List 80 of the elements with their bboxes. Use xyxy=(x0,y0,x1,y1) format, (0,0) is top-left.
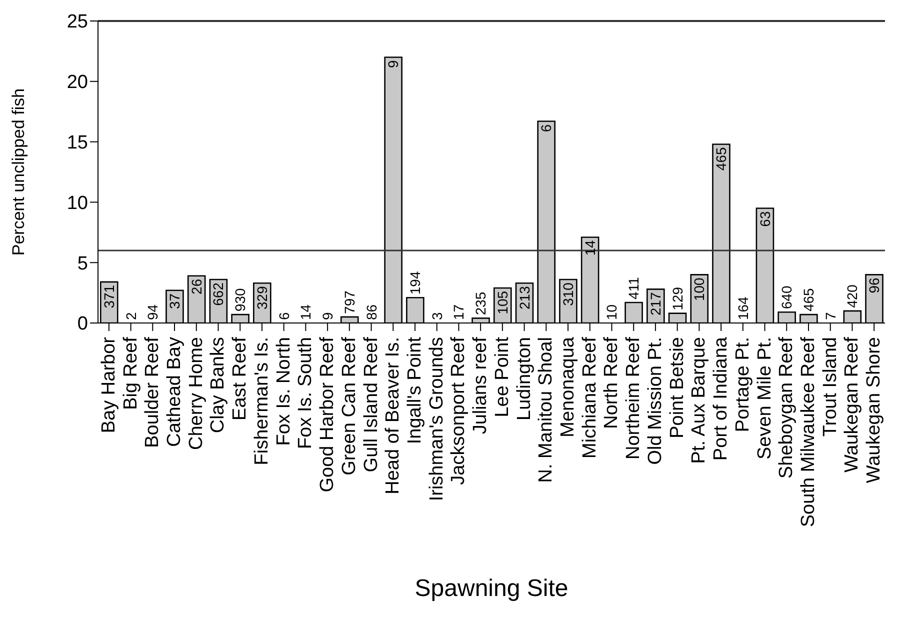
annotation: 100 xyxy=(691,277,708,302)
x-tick-label: Irishman's Grounds xyxy=(426,337,448,502)
annotation: 164 xyxy=(734,296,751,320)
annotation: 9 xyxy=(320,312,336,320)
annotation: 26 xyxy=(188,278,204,294)
annotation: 14 xyxy=(298,304,314,320)
annotation: 465 xyxy=(713,147,730,171)
annotation: 94 xyxy=(144,304,161,320)
annotation: 640 xyxy=(778,286,795,310)
annotation: 797 xyxy=(341,290,358,314)
x-tick-label: North Reef xyxy=(601,336,622,429)
x-tick-label: Point Betsie xyxy=(666,337,688,438)
y-axis-title: Percent unclipped fish xyxy=(9,88,28,256)
annotation: 6 xyxy=(538,124,554,132)
x-tick-label: Big Reef xyxy=(120,336,142,410)
annotation: 217 xyxy=(647,292,664,316)
x-tick-label: Fox Is. South xyxy=(295,337,316,449)
x-tick-label: Waukegan Shore xyxy=(864,337,885,484)
x-tick-label: Fox Is. North xyxy=(273,337,294,446)
x-tick-label: Northeim Reef xyxy=(623,336,644,460)
annotation: 63 xyxy=(756,211,773,227)
annotation: 96 xyxy=(866,277,882,294)
annotation: 662 xyxy=(210,282,226,306)
annotation: 213 xyxy=(516,286,532,310)
x-tick-label: Seven Mile Pt. xyxy=(754,337,776,460)
annotation: 329 xyxy=(254,286,270,310)
y-tick-label: 5 xyxy=(77,253,88,274)
annotation: 6 xyxy=(276,312,292,320)
annotation: 420 xyxy=(844,284,860,308)
x-tick-label: Bay Harbor xyxy=(98,336,120,434)
x-tick-label: Ingall's Point xyxy=(404,336,426,444)
x-axis-title: Spawning Site xyxy=(414,575,568,602)
x-tick-label: South Milwaukee Reef xyxy=(798,336,819,528)
y-tick-label: 10 xyxy=(66,192,88,214)
x-tick-label: Fisherman's Is. xyxy=(251,337,272,466)
x-tick-label: Cherry Home xyxy=(186,337,207,450)
annotation: 7 xyxy=(822,312,838,320)
x-tick-label: Gull Island Reef xyxy=(360,336,382,472)
annotation: 17 xyxy=(450,304,467,320)
y-tick-label: 20 xyxy=(66,72,88,94)
x-tick-label: Waukegan Reef xyxy=(842,336,863,473)
y-tick-label: 25 xyxy=(66,12,88,33)
annotation: 310 xyxy=(560,282,576,306)
x-tick-label: Lee Point xyxy=(492,336,513,418)
annotation: 194 xyxy=(406,271,423,295)
x-tick-label: Sheboygan Reef xyxy=(776,336,798,479)
x-tick-label: Ludington xyxy=(514,337,535,420)
x-tick-label: Trout Island xyxy=(820,337,841,437)
annotation: 371 xyxy=(100,284,117,308)
annotation: 10 xyxy=(604,304,620,320)
x-tick-label: Menonaqua xyxy=(558,336,579,438)
annotation: 9 xyxy=(385,60,402,68)
x-tick-label: Old Mission Pt. xyxy=(644,337,666,465)
x-tick-label: Clay Banks xyxy=(208,337,229,434)
x-tick-label: Portage Pt. xyxy=(732,337,754,432)
annotation: 930 xyxy=(232,288,248,312)
x-tick-label: Port of Indiana xyxy=(710,336,732,461)
annotation: 3 xyxy=(428,312,445,320)
annotation: 129 xyxy=(669,286,686,310)
x-tick-label: Green Can Reef xyxy=(338,336,360,476)
x-tick-label: N. Manitou Shoal xyxy=(536,337,557,483)
x-tick-label: Boulder Reef xyxy=(142,336,164,448)
annotation: 86 xyxy=(363,304,380,320)
annotation: 411 xyxy=(626,276,642,300)
y-tick-label: 15 xyxy=(66,132,88,154)
x-tick-label: Pt. Aux Barque xyxy=(688,337,710,464)
x-tick-label: Michiana Reef xyxy=(579,336,600,458)
x-tick-label: Cathead Bay xyxy=(164,336,186,447)
x-tick-label: Head of Beaver Is. xyxy=(382,337,404,494)
annotation: 37 xyxy=(166,293,183,309)
annotation: 105 xyxy=(494,290,510,314)
x-tick-label: Jacksonport Reef xyxy=(448,336,470,485)
y-tick-label: 0 xyxy=(77,314,88,335)
annotation: 465 xyxy=(800,288,816,312)
x-tick-label: Julians reef xyxy=(470,336,492,434)
annotation: 14 xyxy=(582,240,598,256)
annotation: 2 xyxy=(122,312,139,320)
x-tick-label: Good Harbor Reef xyxy=(317,336,338,492)
annotation: 235 xyxy=(472,292,489,316)
x-tick-label: East Reef xyxy=(230,336,251,420)
